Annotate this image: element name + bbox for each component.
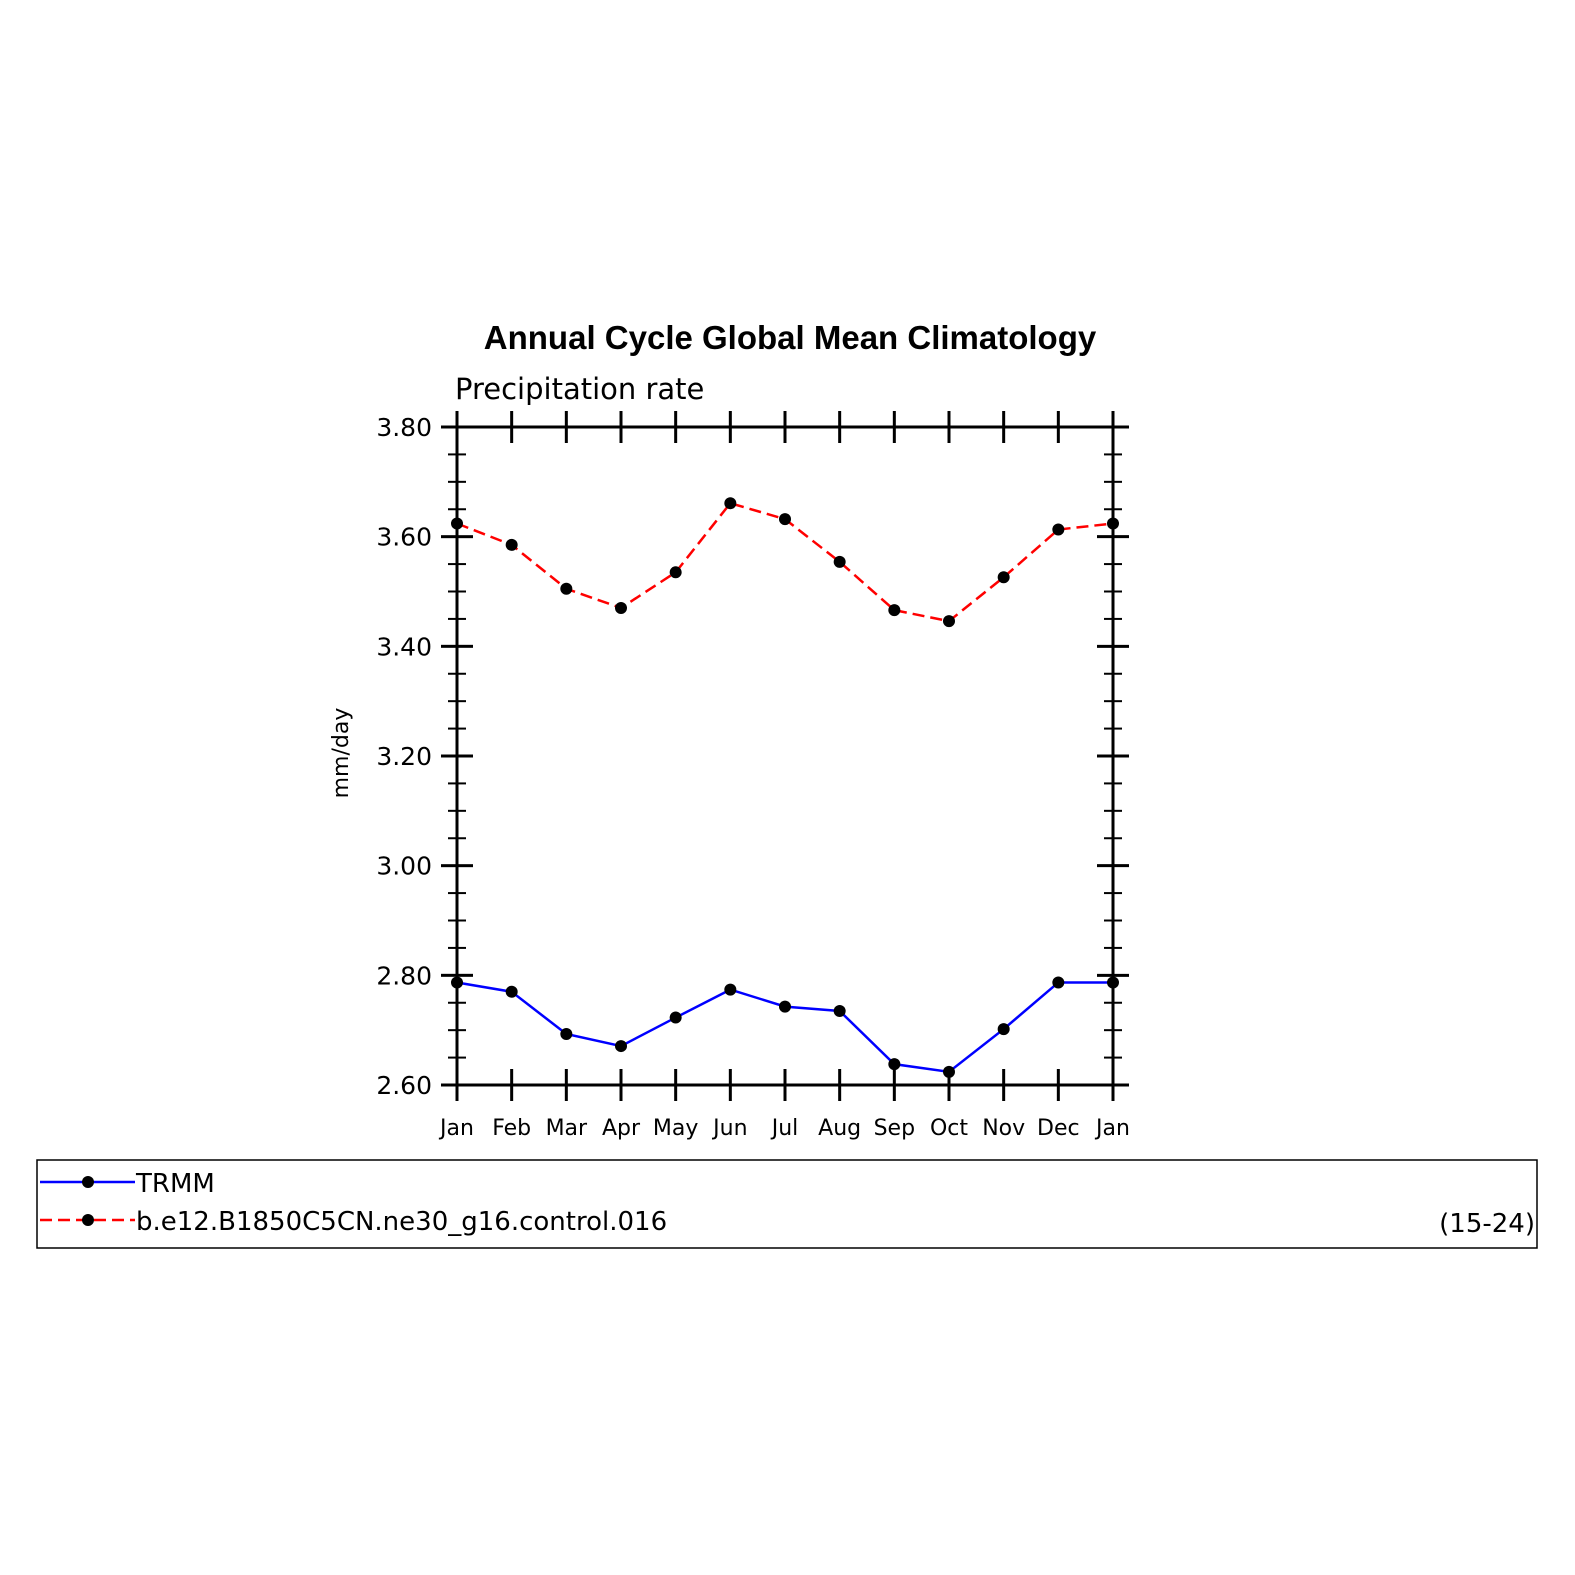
- data-point-1: [451, 517, 463, 530]
- data-point-0: [615, 1040, 627, 1053]
- x-tick-label: Nov: [982, 1116, 1025, 1141]
- x-tick-label: Jul: [770, 1116, 799, 1141]
- x-tick-label: Mar: [546, 1116, 588, 1141]
- data-point-1: [615, 601, 627, 614]
- legend-swatch-marker: [82, 1176, 94, 1188]
- data-point-0: [724, 983, 737, 996]
- y-tick-label: 2.60: [376, 1071, 432, 1100]
- data-point-0: [1107, 976, 1119, 989]
- plot-frame: [455, 425, 1115, 1087]
- y-tick-label: 3.40: [376, 632, 432, 661]
- x-tick-label: May: [653, 1116, 698, 1141]
- y-axis-label: mm/day: [329, 708, 354, 799]
- legend-note: (15-24): [1439, 1209, 1535, 1239]
- chart-subtitle: Precipitation rate: [455, 372, 704, 406]
- legend-swatch-marker: [82, 1214, 94, 1226]
- y-tick-label: 3.00: [376, 852, 432, 881]
- data-point-1: [779, 513, 791, 526]
- data-point-0: [833, 1004, 846, 1017]
- y-tick-label: 3.60: [376, 523, 432, 552]
- data-point-0: [1052, 976, 1065, 989]
- x-tick-label: Oct: [930, 1116, 968, 1141]
- y-tick-label: 3.20: [376, 742, 432, 771]
- legend-label: b.e12.B1850C5CN.ne30_g16.control.016: [136, 1207, 667, 1237]
- data-point-0: [888, 1058, 901, 1071]
- data-point-1: [669, 566, 682, 579]
- data-point-1: [833, 555, 846, 568]
- data-point-0: [943, 1065, 955, 1078]
- data-point-1: [943, 615, 955, 628]
- y-tick-label: 3.80: [376, 413, 432, 442]
- x-tick-label: Sep: [874, 1116, 915, 1141]
- legend-label: TRMM: [135, 1169, 215, 1199]
- x-tick-label: Aug: [818, 1116, 861, 1141]
- data-point-1: [560, 582, 573, 595]
- series-line-0: [456, 981, 1113, 1074]
- legend: TRMM b.e12.B1850C5CN.ne30_g16.control.016: [40, 1169, 667, 1237]
- series-layer: [451, 497, 1119, 1078]
- axes: 2.60 2.80 3.00 3.20 3.40 3.60 3.80 Jan Feb Mar Apr…: [376, 411, 1130, 1141]
- data-point-1: [1052, 523, 1065, 536]
- legend-box: [36, 1159, 1538, 1249]
- x-tick-label: Jan: [1094, 1116, 1130, 1141]
- data-point-0: [997, 1023, 1010, 1036]
- x-tick-label: Jun: [711, 1116, 747, 1141]
- x-tick-label: Apr: [602, 1116, 641, 1141]
- data-point-1: [724, 497, 737, 510]
- data-point-1: [888, 604, 901, 617]
- data-point-0: [669, 1011, 682, 1024]
- chart-title: Annual Cycle Global Mean Climatology: [484, 319, 1097, 356]
- data-point-0: [451, 976, 463, 989]
- data-point-0: [779, 1000, 791, 1013]
- y-tick-label: 2.80: [376, 961, 432, 990]
- data-point-1: [505, 538, 518, 551]
- data-point-0: [505, 985, 518, 998]
- data-point-0: [560, 1028, 573, 1041]
- x-tick-label: Dec: [1037, 1116, 1080, 1141]
- data-point-1: [997, 571, 1010, 584]
- data-point-1: [1107, 517, 1119, 530]
- x-tick-label: Feb: [492, 1116, 531, 1141]
- x-tick-label: Jan: [438, 1116, 474, 1141]
